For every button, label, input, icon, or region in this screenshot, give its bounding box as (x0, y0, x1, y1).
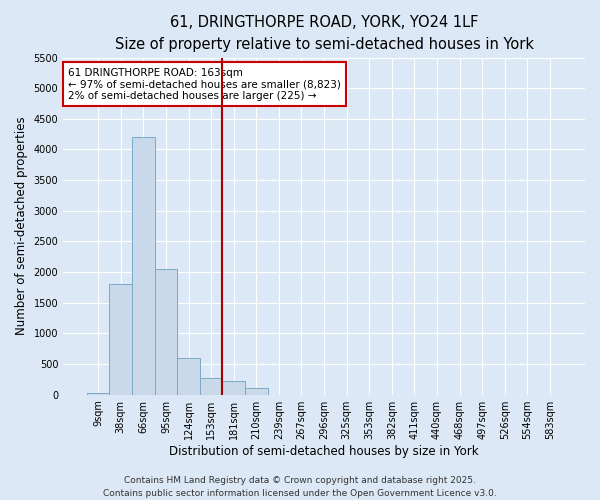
Bar (87, 393, 109, 394)
Bar (177, 358, 200, 395)
Bar (245, 388, 268, 394)
Bar (132, 137, 155, 394)
Y-axis label: Number of semi-detached properties: Number of semi-detached properties (15, 117, 28, 336)
Bar (200, 378, 223, 394)
Bar (223, 380, 245, 394)
Title: 61, DRINGTHORPE ROAD, YORK, YO24 1LF
Size of property relative to semi-detached : 61, DRINGTHORPE ROAD, YORK, YO24 1LF Siz… (115, 15, 533, 52)
Bar (155, 269, 177, 394)
X-axis label: Distribution of semi-detached houses by size in York: Distribution of semi-detached houses by … (169, 444, 479, 458)
Bar (109, 284, 132, 395)
Text: Contains HM Land Registry data © Crown copyright and database right 2025.
Contai: Contains HM Land Registry data © Crown c… (103, 476, 497, 498)
Text: 61 DRINGTHORPE ROAD: 163sqm
← 97% of semi-detached houses are smaller (8,823)
2%: 61 DRINGTHORPE ROAD: 163sqm ← 97% of sem… (68, 68, 341, 101)
